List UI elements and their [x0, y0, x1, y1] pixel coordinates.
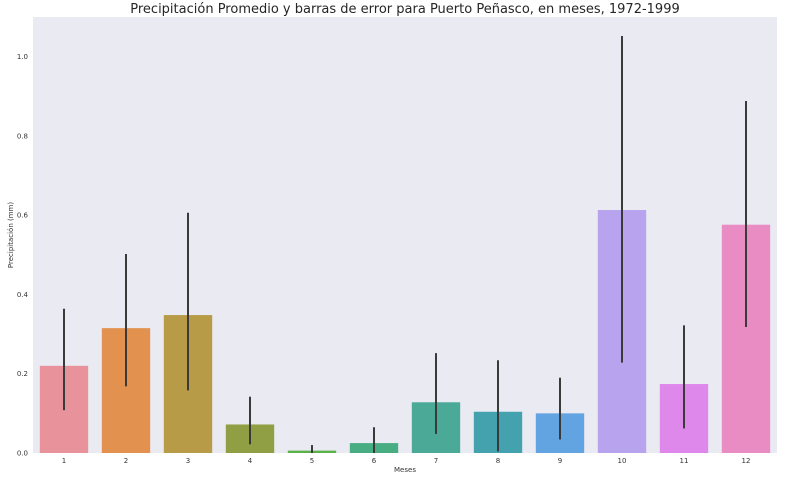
y-tick-label: 0.8 [17, 132, 28, 140]
y-tick-label: 0.6 [17, 212, 29, 220]
x-tick-labels: 1 2 3 4 5 6 7 8 9 10 11 12 [62, 457, 751, 465]
y-tick-label: 0.0 [17, 450, 28, 458]
x-tick-label: 11 [680, 457, 689, 465]
x-tick-label: 12 [742, 457, 751, 465]
y-tick-label: 0.4 [17, 291, 29, 299]
y-axis-title: Precipitación (mm) [7, 202, 15, 268]
x-axis-title: Meses [394, 466, 416, 474]
chart-title: Precipitación Promedio y barras de error… [130, 2, 680, 17]
x-tick-label: 10 [618, 457, 627, 465]
y-tick-label: 0.2 [17, 370, 28, 378]
plot-area [33, 17, 777, 453]
y-tick-label: 1.0 [17, 53, 28, 61]
x-tick-label: 8 [496, 457, 500, 465]
x-tick-label: 6 [372, 457, 377, 465]
x-tick-label: 3 [186, 457, 190, 465]
x-tick-label: 5 [310, 457, 314, 465]
y-tick-labels: 0.0 0.2 0.4 0.6 0.8 1.0 [17, 53, 29, 457]
error-bars-layer [63, 36, 747, 453]
x-tick-label: 9 [558, 457, 562, 465]
x-tick-label: 2 [124, 457, 128, 465]
x-tick-label: 1 [62, 457, 66, 465]
x-tick-label: 7 [434, 457, 438, 465]
x-tick-label: 4 [248, 457, 253, 465]
